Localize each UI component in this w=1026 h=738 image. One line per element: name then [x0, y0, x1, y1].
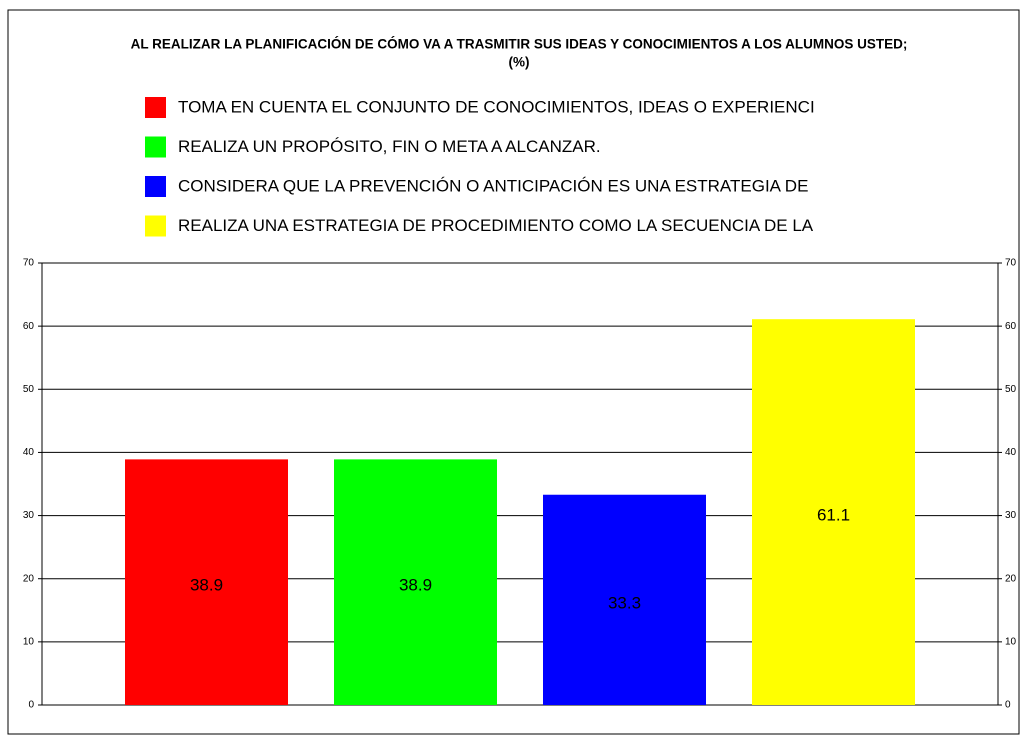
- bar-value-label: 33.3: [608, 593, 641, 612]
- y2-tick-label: 40: [1005, 447, 1017, 458]
- bar: [752, 319, 915, 705]
- legend-swatch: [145, 97, 166, 118]
- y2-tick-label: 10: [1005, 636, 1017, 647]
- legend-swatch: [145, 176, 166, 197]
- y-tick-label: 60: [23, 321, 35, 332]
- legend-label: TOMA EN CUENTA EL CONJUNTO DE CONOCIMIEN…: [178, 97, 815, 116]
- y-tick-label: 70: [23, 258, 35, 269]
- legend-label: REALIZA UNA ESTRATEGIA DE PROCEDIMIENTO …: [178, 216, 814, 235]
- bar: [334, 459, 497, 705]
- y-tick-label: 30: [23, 510, 35, 521]
- y-tick-label: 20: [23, 573, 35, 584]
- chart-title: AL REALIZAR LA PLANIFICACIÓN DE CÓMO VA …: [131, 37, 908, 52]
- legend-swatch: [145, 215, 166, 237]
- y2-tick-label: 20: [1005, 573, 1017, 584]
- chart-subtitle: (%): [509, 55, 530, 70]
- legend-swatch: [145, 136, 166, 158]
- bar-value-label: 38.9: [190, 576, 223, 595]
- y-tick-label: 40: [23, 447, 35, 458]
- y2-tick-label: 60: [1005, 321, 1017, 332]
- y-tick-label: 0: [28, 700, 34, 711]
- legend-label: CONSIDERA QUE LA PREVENCIÓN O ANTICIPACI…: [178, 176, 808, 195]
- bar-value-label: 38.9: [399, 576, 432, 595]
- y-tick-label: 50: [23, 384, 35, 395]
- y2-tick-label: 70: [1005, 258, 1017, 269]
- y2-tick-label: 0: [1005, 700, 1011, 711]
- bar-value-label: 61.1: [817, 506, 850, 525]
- y-tick-label: 10: [23, 636, 35, 647]
- bar: [543, 494, 706, 705]
- y2-tick-label: 30: [1005, 510, 1017, 521]
- legend-label: REALIZA UN PROPÓSITO, FIN O META A ALCAN…: [178, 137, 601, 156]
- bar: [125, 459, 288, 705]
- y2-tick-label: 50: [1005, 384, 1017, 395]
